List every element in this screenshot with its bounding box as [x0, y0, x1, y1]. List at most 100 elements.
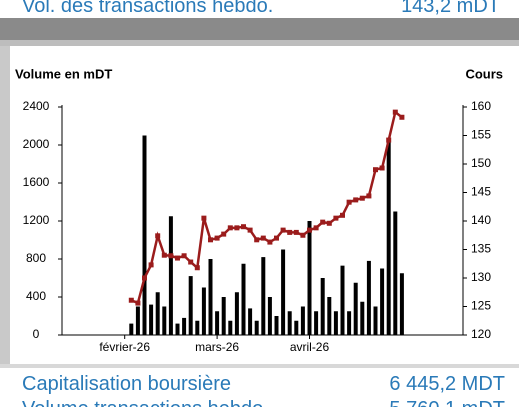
price-marker	[399, 114, 405, 120]
volume-bar	[228, 320, 233, 335]
volume-bar	[281, 249, 286, 335]
stat-label: Capitalisation boursière	[22, 373, 231, 395]
y2-tick-label: 120	[471, 327, 491, 341]
panel-bottom	[0, 364, 519, 368]
volume-bar	[149, 304, 154, 335]
price-marker	[267, 239, 273, 245]
x-tick-label: février-26	[99, 340, 150, 354]
y2-tick-label: 125	[471, 299, 491, 313]
price-marker	[366, 193, 372, 199]
volume-bar	[221, 297, 226, 335]
price-marker	[175, 255, 180, 261]
price-marker	[346, 199, 352, 205]
left-strip	[0, 46, 10, 366]
volume-bar	[195, 320, 200, 335]
price-marker	[254, 237, 260, 243]
volume-bar	[380, 268, 385, 335]
volume-bar	[175, 323, 180, 335]
separator-edge	[0, 40, 519, 46]
price-marker	[280, 227, 286, 233]
volume-bar	[314, 311, 319, 335]
y-tick-label: 1200	[23, 213, 50, 227]
y-tick-label: 400	[26, 289, 46, 303]
price-marker	[293, 229, 299, 235]
price-marker	[340, 212, 345, 218]
price-marker	[241, 224, 246, 230]
y2-tick-label: 130	[471, 270, 491, 284]
y2-tick-label: 160	[471, 99, 491, 113]
price-marker	[333, 215, 339, 221]
price-marker	[128, 297, 134, 303]
price-marker	[168, 253, 174, 259]
volume-bar	[287, 311, 292, 335]
volume-bar	[333, 311, 338, 335]
price-marker	[161, 252, 167, 258]
volume-bar	[182, 317, 187, 335]
volume-bar	[261, 257, 266, 335]
price-marker	[155, 233, 161, 239]
price-marker	[287, 229, 293, 235]
volume-bar	[248, 308, 253, 335]
volume-bar	[201, 287, 206, 335]
y-axis-title: Volume en mDT	[15, 66, 112, 81]
price-marker	[201, 215, 207, 221]
volume-bar	[142, 135, 147, 335]
volume-bar	[215, 311, 220, 335]
plot: 0 400 800 1200 1600 2000 2400 120 125 130 135 140 14…	[23, 99, 492, 354]
y2-tick-label: 140	[471, 213, 491, 227]
volume-bar	[386, 140, 391, 335]
volume-bar	[274, 316, 279, 335]
price-marker	[260, 235, 266, 241]
stat-value: 6 445,2 MDT	[389, 373, 505, 395]
volume-bar	[135, 306, 140, 335]
price-marker	[274, 235, 279, 241]
volume-bar	[327, 297, 332, 335]
volume-bar	[347, 311, 352, 335]
y-tick-label: 0	[33, 327, 40, 341]
price-marker	[221, 231, 227, 237]
price-marker	[214, 235, 220, 241]
price-marker	[188, 259, 194, 265]
stat-label: Volume transactions hebdo	[22, 398, 263, 407]
volume-bar	[399, 273, 404, 335]
price-marker	[386, 137, 392, 143]
price-marker	[227, 225, 233, 231]
y2-tick-label: 155	[471, 128, 491, 142]
price-marker	[208, 237, 213, 243]
y-tick-label: 800	[26, 251, 46, 265]
volume-bar	[267, 297, 272, 335]
volume-bar	[168, 216, 173, 335]
price-marker	[359, 195, 365, 201]
price-marker	[379, 165, 385, 171]
volume-bar	[340, 265, 345, 335]
y-tick-label: 2400	[23, 99, 50, 113]
volume-bar	[373, 306, 378, 335]
volume-bar	[353, 282, 358, 335]
price-marker	[392, 109, 398, 115]
y-tick-label: 2000	[23, 137, 50, 151]
y2-tick-label: 145	[471, 185, 491, 199]
stat-value: 143,2 mDT	[401, 0, 500, 17]
separator-band	[0, 18, 519, 44]
volume-bar	[393, 211, 398, 335]
volume-bar	[162, 306, 167, 335]
volume-bar	[188, 276, 193, 335]
volume-bar	[366, 260, 371, 335]
price-marker	[247, 227, 253, 233]
price-marker	[313, 225, 319, 231]
y-tick-label: 1600	[23, 175, 50, 189]
price-marker	[148, 262, 154, 268]
volume-bar	[254, 320, 259, 335]
volume-bar	[300, 306, 305, 335]
price-marker	[373, 167, 378, 173]
volume-bar	[320, 278, 325, 335]
price-marker	[181, 253, 187, 259]
stat-value: 5 760,1 mDT	[389, 398, 505, 407]
y2-axis-title: Cours	[465, 66, 503, 81]
volume-bar	[241, 263, 246, 335]
y2-tick-label: 150	[471, 156, 491, 170]
volume-bar	[294, 320, 299, 335]
